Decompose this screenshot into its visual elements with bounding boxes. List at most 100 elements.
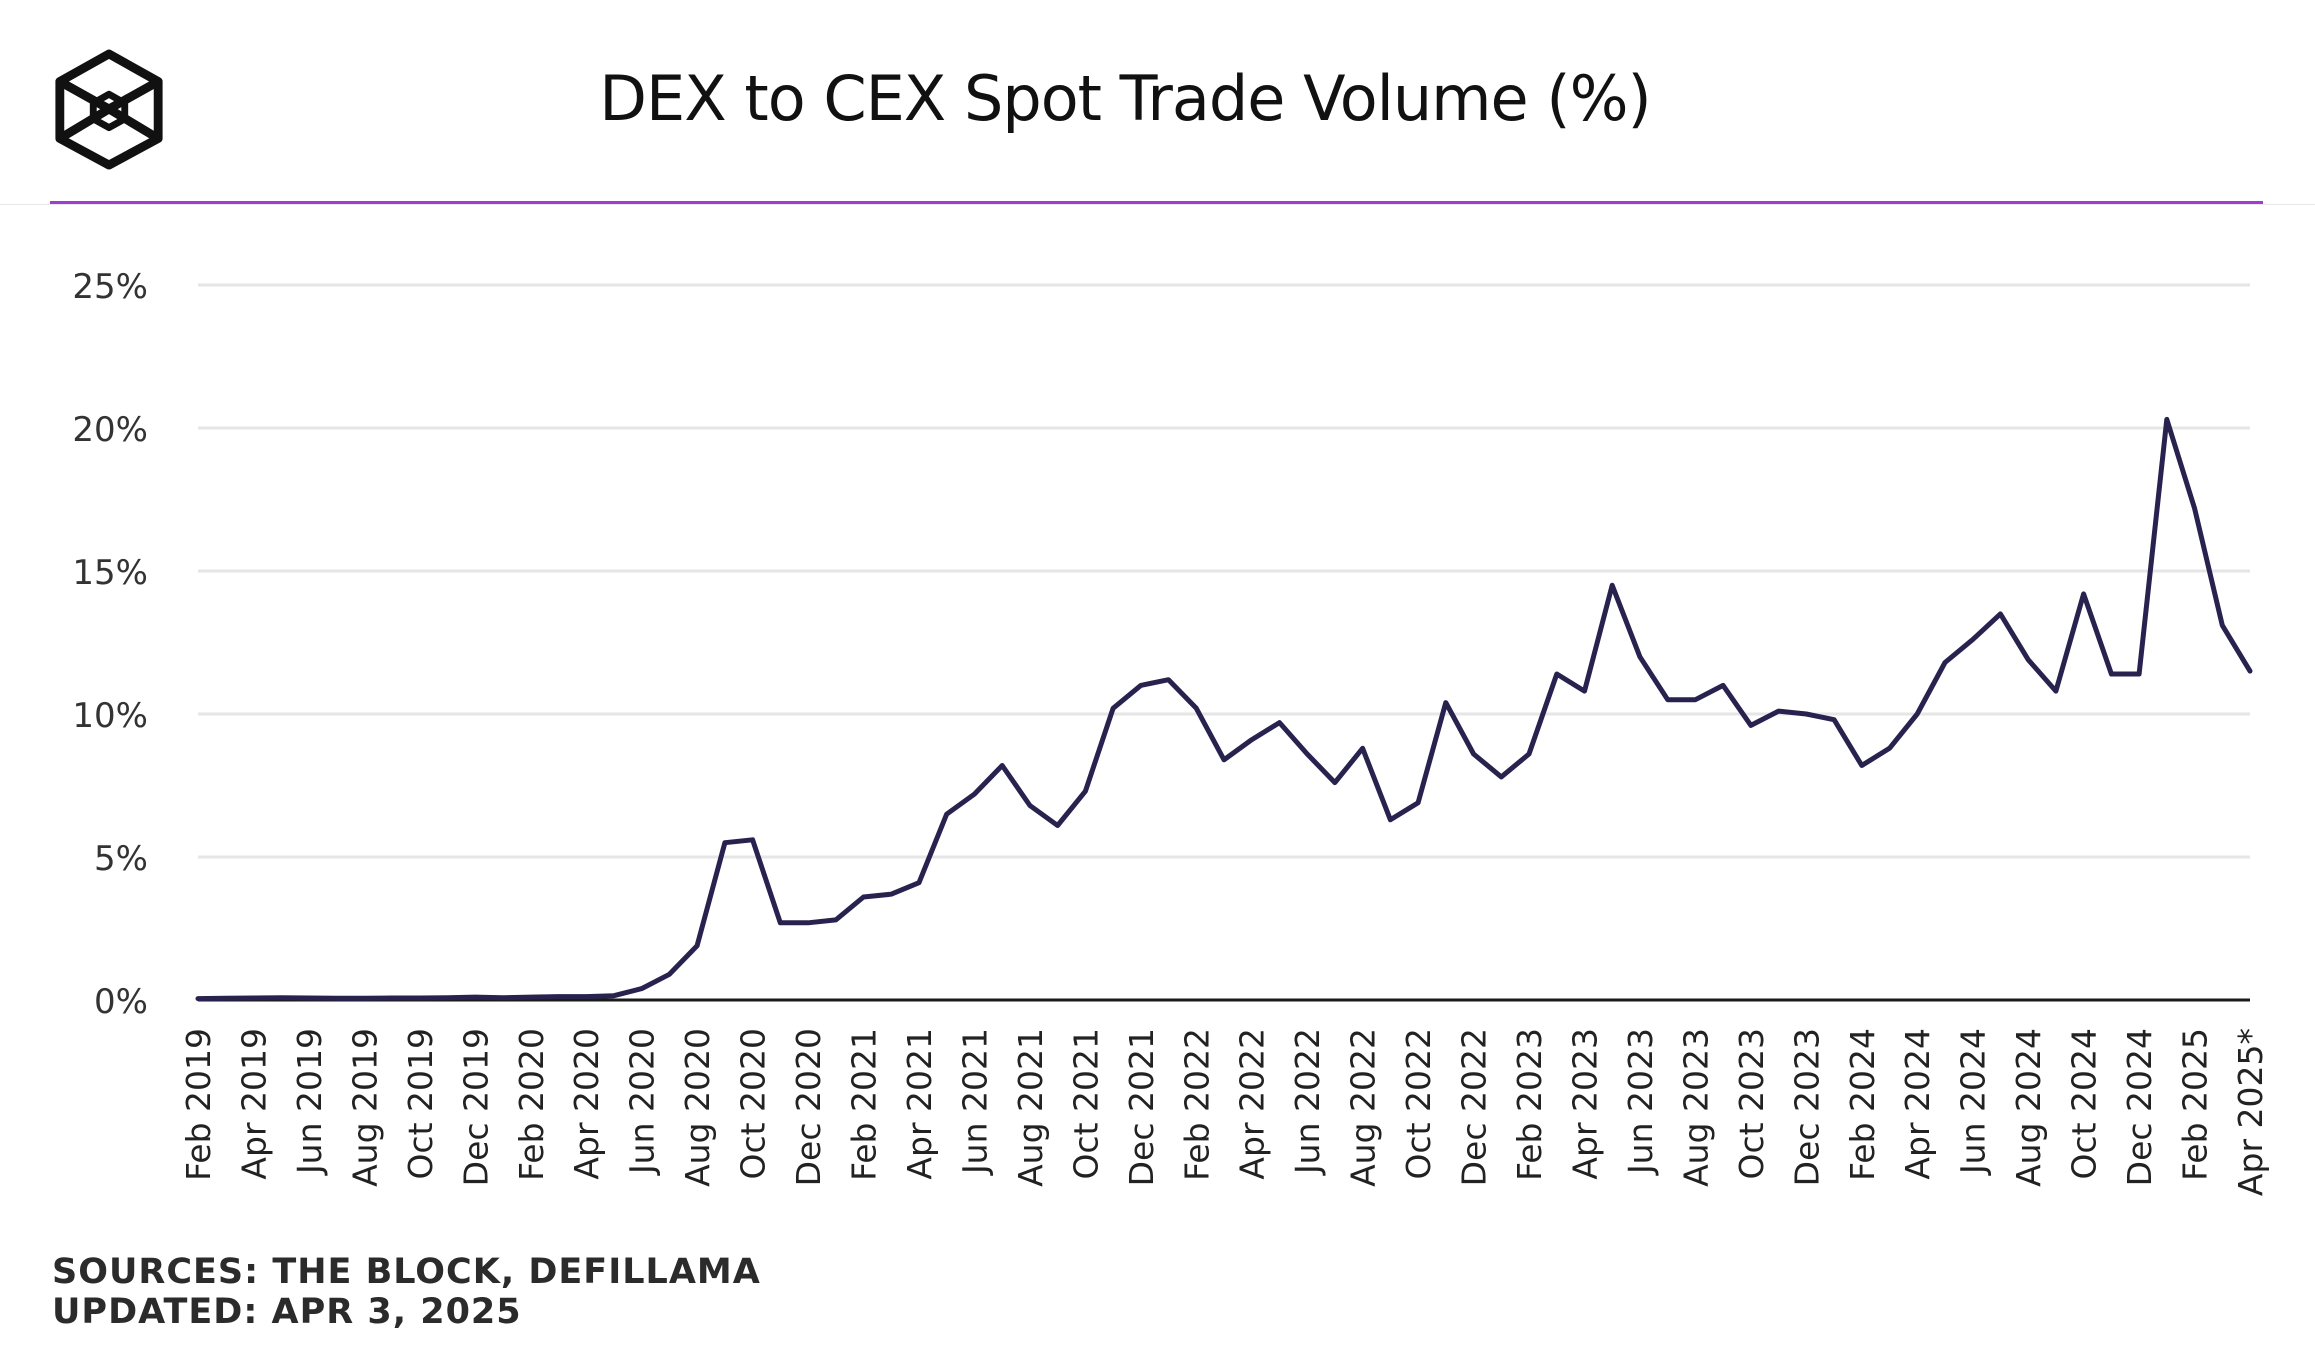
data-point bbox=[223, 996, 228, 1001]
data-point bbox=[2164, 417, 2169, 422]
data-point bbox=[2192, 506, 2197, 511]
data-point bbox=[1138, 683, 1143, 688]
y-tick-label: 5% bbox=[94, 839, 148, 879]
x-tick-label: Feb 2025 bbox=[2176, 1028, 2215, 1181]
data-point bbox=[279, 995, 284, 1000]
x-tick-label: Apr 2021 bbox=[900, 1028, 939, 1180]
x-tick-label: Apr 2019 bbox=[234, 1028, 273, 1180]
series-line bbox=[195, 416, 2253, 1002]
data-point bbox=[1111, 706, 1116, 711]
data-point bbox=[1360, 746, 1365, 751]
x-tick-label: Apr 2020 bbox=[567, 1028, 606, 1180]
data-point bbox=[1249, 737, 1254, 742]
data-point bbox=[1416, 800, 1421, 805]
data-point bbox=[1388, 817, 1393, 822]
x-tick-label: Feb 2021 bbox=[845, 1028, 884, 1181]
data-point bbox=[1610, 583, 1615, 588]
updated-note: UPDATED: APR 3, 2025 bbox=[52, 1292, 522, 1332]
x-tick-label: Aug 2022 bbox=[1344, 1028, 1383, 1187]
data-point bbox=[1527, 752, 1532, 757]
data-point bbox=[1499, 774, 1504, 779]
data-point bbox=[2248, 669, 2253, 674]
data-point bbox=[806, 920, 811, 925]
x-tick-label: Dec 2019 bbox=[456, 1028, 495, 1186]
data-point bbox=[750, 837, 755, 842]
data-point bbox=[1027, 803, 1032, 808]
data-point bbox=[1471, 752, 1476, 757]
data-point bbox=[1637, 654, 1642, 659]
data-point bbox=[445, 995, 450, 1000]
data-point bbox=[1970, 637, 1975, 642]
data-point bbox=[1000, 763, 1005, 768]
data-point bbox=[417, 995, 422, 1000]
x-tick-label: Oct 2024 bbox=[2065, 1028, 2104, 1180]
x-tick-label: Dec 2022 bbox=[1455, 1028, 1494, 1186]
x-axis-ticks: Feb 2019 Apr 2019 Jun 2019 Aug 2019 Oct 2019… bbox=[179, 1028, 2270, 1196]
series-points bbox=[196, 417, 2253, 1001]
chart-title: DEX to CEX Spot Trade Volume (%) bbox=[599, 62, 1651, 135]
y-tick-label: 20% bbox=[72, 410, 148, 450]
data-point bbox=[1582, 689, 1587, 694]
gridlines bbox=[198, 283, 2250, 859]
data-point bbox=[2137, 671, 2142, 676]
x-tick-label: Apr 2022 bbox=[1233, 1028, 1272, 1180]
data-point bbox=[1776, 709, 1781, 714]
data-point bbox=[2220, 623, 2225, 628]
data-point bbox=[251, 995, 256, 1000]
data-point bbox=[1998, 611, 2003, 616]
x-tick-label: Dec 2024 bbox=[2120, 1028, 2159, 1186]
y-tick-label: 10% bbox=[72, 696, 148, 736]
data-point bbox=[306, 995, 311, 1000]
data-point bbox=[1305, 752, 1310, 757]
x-tick-label: Apr 2025* bbox=[2231, 1028, 2270, 1196]
data-point bbox=[1277, 720, 1282, 725]
data-point bbox=[1222, 757, 1227, 762]
x-tick-label: Oct 2023 bbox=[1732, 1028, 1771, 1180]
x-tick-label: Aug 2021 bbox=[1011, 1028, 1050, 1187]
data-point bbox=[334, 996, 339, 1001]
accent-rule bbox=[50, 201, 2263, 204]
data-point bbox=[556, 994, 561, 999]
data-point bbox=[1166, 677, 1171, 682]
data-point bbox=[390, 995, 395, 1000]
data-point bbox=[196, 996, 201, 1001]
x-tick-label: Jun 2019 bbox=[290, 1028, 329, 1176]
data-point bbox=[528, 995, 533, 1000]
data-point bbox=[1832, 717, 1837, 722]
y-tick-label: 25% bbox=[72, 267, 148, 307]
data-point bbox=[1194, 706, 1199, 711]
x-tick-label: Apr 2024 bbox=[1898, 1028, 1937, 1180]
data-point bbox=[1942, 660, 1947, 665]
data-point bbox=[2081, 591, 2086, 596]
data-point bbox=[1887, 746, 1892, 751]
data-point bbox=[584, 994, 589, 999]
chart-footer: SOURCES: THE BLOCK, DEFILLAMA UPDATED: A… bbox=[52, 1252, 761, 1332]
data-point bbox=[944, 812, 949, 817]
y-axis-ticks: 0% 5% 10% 15% 20% 25% bbox=[72, 267, 148, 1022]
x-tick-label: Dec 2023 bbox=[1787, 1028, 1826, 1186]
x-tick-label: Jun 2023 bbox=[1621, 1028, 1660, 1176]
data-point bbox=[2026, 657, 2031, 662]
sources-note: SOURCES: THE BLOCK, DEFILLAMA bbox=[52, 1252, 761, 1292]
data-point bbox=[916, 880, 921, 885]
data-point bbox=[667, 972, 672, 977]
x-tick-label: Dec 2021 bbox=[1122, 1028, 1161, 1186]
data-point bbox=[778, 920, 783, 925]
data-point bbox=[362, 996, 367, 1001]
the-block-logo bbox=[55, 49, 163, 170]
x-tick-label: Jun 2022 bbox=[1288, 1028, 1327, 1176]
data-point bbox=[695, 943, 700, 948]
x-tick-label: Oct 2021 bbox=[1066, 1028, 1105, 1180]
x-tick-label: Aug 2019 bbox=[345, 1028, 384, 1187]
data-point bbox=[1665, 697, 1670, 702]
data-point bbox=[722, 840, 727, 845]
data-point bbox=[1443, 700, 1448, 705]
data-point bbox=[861, 895, 866, 900]
data-point bbox=[889, 892, 894, 897]
y-tick-label: 0% bbox=[94, 982, 148, 1022]
y-tick-label: 15% bbox=[72, 553, 148, 593]
x-tick-label: Oct 2022 bbox=[1399, 1028, 1438, 1180]
x-tick-label: Feb 2020 bbox=[512, 1028, 551, 1181]
x-tick-label: Dec 2020 bbox=[789, 1028, 828, 1186]
